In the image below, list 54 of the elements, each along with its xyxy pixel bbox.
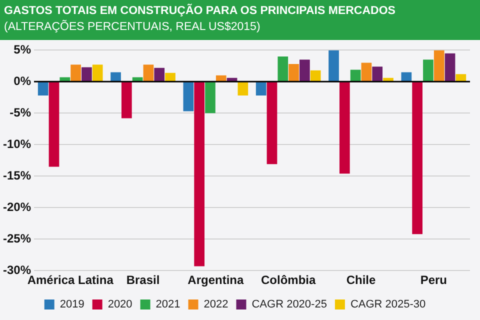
- bar: [238, 82, 248, 96]
- bar: [110, 72, 121, 82]
- bar: [216, 75, 226, 82]
- bar: [372, 66, 383, 82]
- bar: [194, 82, 205, 266]
- bar: [205, 82, 216, 114]
- chart-subtitle: (ALTERAÇÕES PERCENTUAIS, REAL US$2015): [4, 19, 262, 35]
- bar: [183, 82, 194, 112]
- bar: [401, 72, 412, 82]
- y-tick-label: 5%: [14, 42, 32, 57]
- chart-title: GASTOS TOTAIS EM CONSTRUÇÃO PARA OS PRINCIPAIS MERCADOS: [4, 3, 396, 19]
- x-tick-label: Colômbia: [261, 273, 316, 288]
- bar: [154, 68, 165, 82]
- bar: [412, 82, 422, 234]
- bar: [256, 82, 266, 96]
- bar: [310, 70, 321, 82]
- bar: [383, 78, 394, 82]
- legend-label: 2022: [204, 298, 228, 311]
- y-tick-label: -15%: [3, 168, 32, 182]
- bar: [423, 60, 434, 82]
- bar: [266, 82, 278, 164]
- bar: [278, 56, 288, 82]
- bar: [38, 82, 48, 96]
- legend-label: 2020: [108, 298, 132, 311]
- legend-label: CAGR 2020-25: [252, 298, 327, 311]
- legend-label: 2019: [60, 298, 84, 311]
- bar: [300, 60, 310, 82]
- bar: [48, 82, 60, 167]
- x-tick-label: Brasil: [126, 273, 160, 288]
- x-tick-label: Argentina: [188, 273, 244, 288]
- bar: [92, 64, 103, 82]
- legend-label: CAGR 2025-30: [350, 298, 426, 311]
- legend-label: 2021: [156, 298, 180, 311]
- bar: [444, 53, 456, 82]
- bar: [143, 64, 154, 82]
- bar: [121, 82, 132, 118]
- y-tick-label: 0%: [14, 74, 32, 88]
- bar: [165, 72, 176, 82]
- bar: [82, 67, 92, 82]
- x-tick-label: Chile: [346, 273, 376, 288]
- bar: [339, 82, 350, 174]
- bar: [350, 70, 361, 82]
- y-tick-label: -5%: [10, 105, 32, 120]
- y-tick-label: -25%: [3, 231, 32, 246]
- bar: [434, 50, 444, 82]
- bar: [361, 62, 372, 82]
- x-tick-label: Peru: [420, 273, 448, 288]
- bar: [328, 50, 339, 82]
- bar: [60, 77, 70, 82]
- y-tick-label: -20%: [3, 200, 32, 214]
- bar: [456, 74, 466, 82]
- y-tick-label: -10%: [3, 136, 32, 151]
- bar: [70, 64, 81, 82]
- bar: [288, 64, 299, 82]
